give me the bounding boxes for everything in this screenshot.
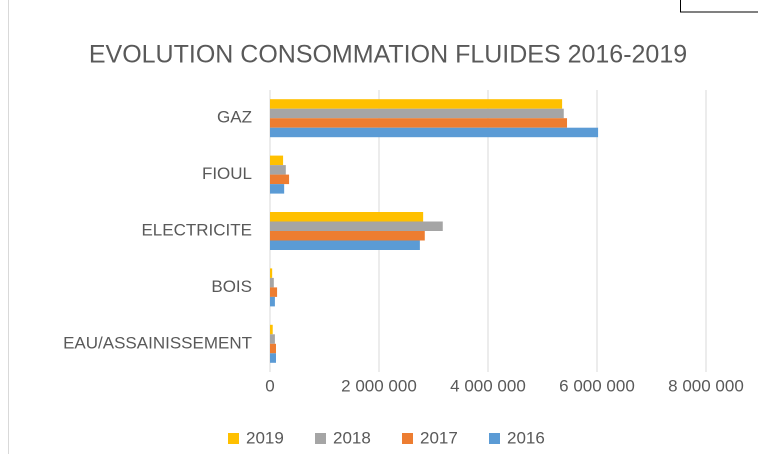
bar xyxy=(270,324,273,335)
bar xyxy=(270,99,563,109)
x-tick-label: 8 000 000 xyxy=(668,376,744,395)
x-tick-label: 2 000 000 xyxy=(341,376,417,395)
bar xyxy=(270,165,286,175)
bar xyxy=(270,240,420,250)
bar xyxy=(270,277,274,288)
bar xyxy=(270,296,275,307)
y-tick-label: FIOUL xyxy=(202,164,252,183)
bar xyxy=(270,108,564,119)
bar xyxy=(270,127,599,138)
legend-label: 2017 xyxy=(420,428,458,447)
bar xyxy=(270,155,284,166)
bar xyxy=(270,184,285,194)
legend-swatch xyxy=(402,433,413,444)
bar xyxy=(270,287,278,297)
legend-label: 2016 xyxy=(507,428,545,447)
legend-label: 2019 xyxy=(246,428,284,447)
bar xyxy=(270,268,273,278)
y-tick-label: ELECTRICITE xyxy=(141,220,252,239)
bar xyxy=(270,221,443,231)
bar xyxy=(270,343,276,354)
y-tick-label: BOIS xyxy=(211,277,252,296)
chart-title: EVOLUTION CONSOMMATION FLUIDES 2016-2019 xyxy=(89,41,687,69)
bar xyxy=(270,212,424,222)
x-tick-label: 6 000 000 xyxy=(559,376,635,395)
y-tick-label: EAU/ASSAINISSEMENT xyxy=(63,333,252,352)
bar xyxy=(270,353,276,363)
x-tick-label: 4 000 000 xyxy=(450,376,526,395)
chart-frame xyxy=(8,0,9,454)
bar xyxy=(270,174,290,185)
y-tick-label: GAZ xyxy=(217,108,252,127)
legend-swatch xyxy=(489,433,500,444)
legend-swatch xyxy=(315,433,326,444)
corner-box xyxy=(680,0,758,13)
bar xyxy=(270,334,275,344)
legend-swatch xyxy=(228,433,239,444)
bar xyxy=(270,231,425,241)
x-tick-label: 0 xyxy=(265,376,274,395)
bar xyxy=(270,118,568,128)
legend-label: 2018 xyxy=(333,428,371,447)
